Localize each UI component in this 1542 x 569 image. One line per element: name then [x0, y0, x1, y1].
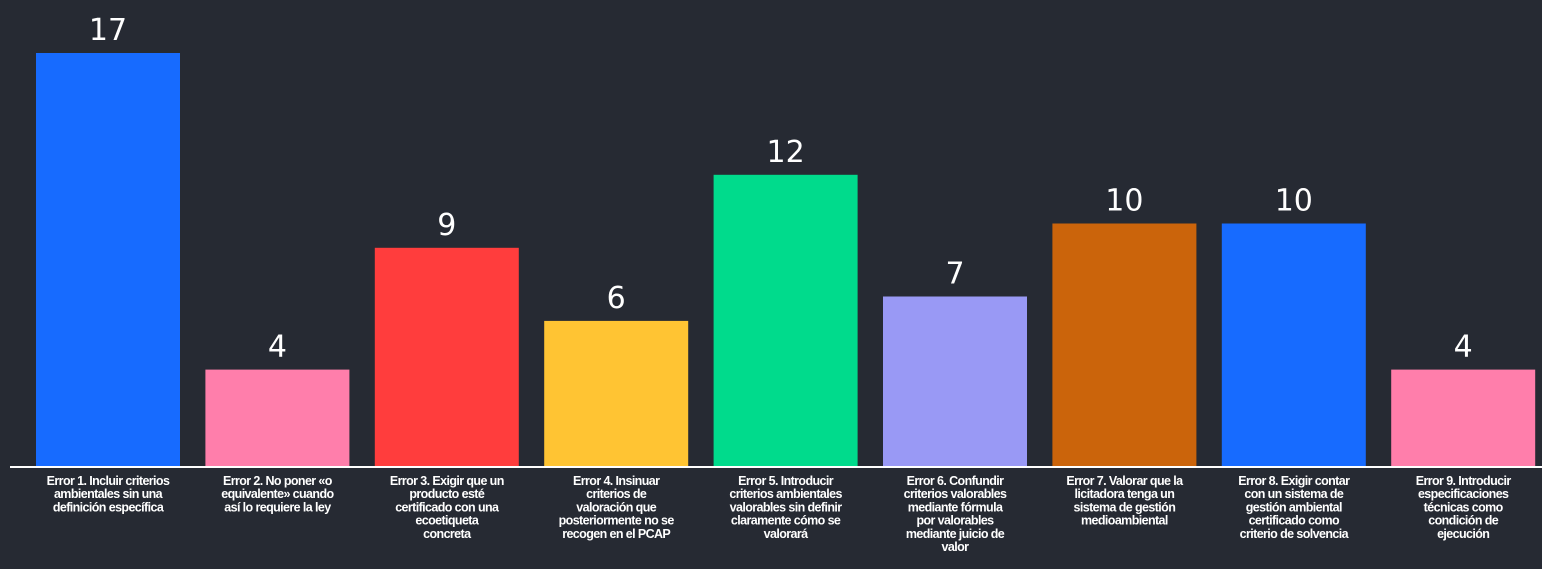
bar-8	[1221, 223, 1366, 467]
bar-2	[205, 369, 350, 467]
bars-group	[36, 53, 1536, 468]
value-label-4: 6	[607, 281, 626, 316]
category-label-3: Error 3. Exigir que un producto esté certi…	[390, 474, 504, 541]
category-label-9: Error 9. Introducir especificaciones técni…	[1416, 474, 1512, 541]
category-label-5: Error 5. Introducir criterios ambientales…	[729, 474, 842, 541]
value-labels-group: 17 4 9 6 12 7 10 10 4	[89, 13, 1473, 365]
bar-6	[883, 296, 1027, 467]
value-label-9: 4	[1454, 330, 1473, 365]
category-label-2: Error 2. No poner «o equivalente» cuando a…	[221, 474, 334, 514]
bar-7	[1052, 223, 1197, 467]
value-label-7: 10	[1105, 184, 1143, 219]
category-label-4: Error 4. Insinuar criterios de valoración …	[559, 474, 675, 541]
category-label-8: Error 8. Exigir contar con un sistema de g…	[1238, 474, 1350, 541]
category-label-1: Error 1. Incluir criterios ambientales si…	[47, 474, 170, 514]
value-label-5: 12	[767, 135, 805, 170]
bar-1	[36, 53, 180, 467]
value-label-3: 9	[437, 208, 456, 243]
category-label-7: Error 7. Valorar que la licitadora tenga …	[1066, 474, 1184, 528]
bar-3	[374, 247, 519, 467]
bar-9	[1391, 369, 1536, 467]
value-label-6: 7	[945, 257, 964, 292]
bar-4	[544, 320, 689, 467]
value-label-8: 10	[1275, 184, 1313, 219]
value-label-1: 17	[89, 13, 127, 48]
bar-5	[713, 174, 858, 468]
category-labels-group: Error 1. Incluir criterios ambientales si…	[47, 474, 1512, 554]
category-label-6: Error 6. Confundir criterios valorables me…	[904, 474, 1007, 554]
value-label-2: 4	[268, 330, 287, 365]
